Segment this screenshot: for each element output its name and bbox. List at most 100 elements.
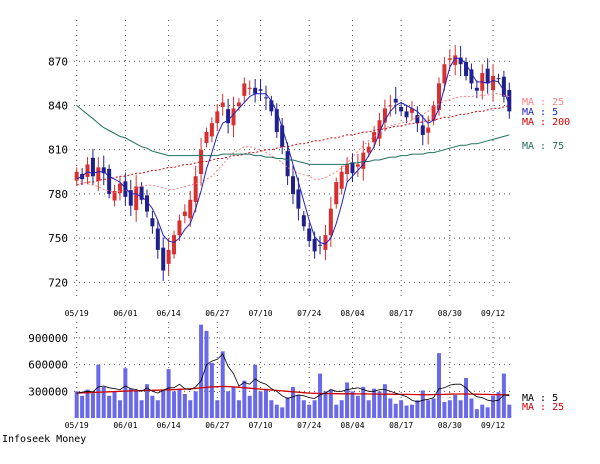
- volume-bar: [355, 395, 360, 418]
- volume-bar: [172, 391, 177, 418]
- candle-body: [447, 58, 452, 60]
- price-x-tick-label: 09/12: [481, 309, 505, 318]
- candle-body: [372, 132, 377, 143]
- volume-bar: [155, 400, 160, 418]
- volume-bar: [253, 364, 258, 418]
- volume-x-tick-label: 08/04: [340, 421, 364, 430]
- price-legend-entry: MA : 75: [522, 141, 564, 152]
- volume-bar: [296, 394, 301, 418]
- candle-body: [355, 164, 360, 167]
- candle-body: [209, 123, 214, 137]
- volume-bar: [328, 389, 333, 418]
- ma75-line: [76, 105, 510, 165]
- candle-body: [172, 235, 177, 255]
- candle-body: [90, 157, 95, 177]
- candle-body: [204, 132, 209, 144]
- candle-body: [280, 125, 285, 147]
- volume-x-tick-label: 08/17: [389, 421, 413, 430]
- volume-bar: [112, 391, 117, 418]
- candle-body: [426, 127, 431, 133]
- candle-body: [350, 162, 355, 174]
- volume-bar: [220, 351, 225, 418]
- candle-body: [182, 211, 187, 216]
- candle-body: [437, 83, 441, 110]
- volume-ma25-line: [76, 385, 510, 396]
- volume-bar: [101, 386, 106, 418]
- price-y-tick-label: 870: [48, 55, 68, 68]
- candle-body: [296, 189, 301, 209]
- volume-bar: [258, 391, 263, 418]
- volume-legend-entry: MA : 25: [522, 402, 564, 413]
- candle-body: [496, 78, 501, 80]
- candle-body: [139, 186, 144, 200]
- volume-bar: [182, 394, 187, 418]
- volume-x-tick-label: 09/12: [481, 421, 505, 430]
- ma200-line: [76, 105, 510, 186]
- volume-bar: [474, 409, 479, 418]
- candle-body: [253, 87, 258, 94]
- volume-bar: [74, 391, 79, 418]
- candle-body: [431, 105, 436, 121]
- candle-body: [491, 76, 496, 90]
- volume-x-tick-label: 08/30: [438, 421, 462, 430]
- candle-body: [74, 171, 79, 181]
- candle-body: [442, 64, 447, 84]
- volume-bar: [318, 373, 323, 418]
- price-x-tick-label: 06/01: [113, 309, 137, 318]
- volume-bar: [447, 400, 452, 418]
- volume-bar: [134, 391, 139, 418]
- price-y-tick-label: 810: [48, 144, 68, 157]
- volume-bar: [409, 404, 414, 418]
- volume-bar: [123, 368, 128, 418]
- volume-bar: [188, 400, 193, 418]
- volume-bar: [242, 380, 247, 418]
- candle-body: [117, 183, 122, 194]
- volume-bar: [420, 390, 425, 418]
- volume-bar: [372, 388, 377, 418]
- candle-body: [458, 57, 463, 65]
- candle-body: [404, 111, 409, 118]
- candle-body: [409, 108, 414, 113]
- candle-body: [388, 105, 393, 107]
- candle-body: [361, 152, 366, 169]
- candle-body: [377, 120, 382, 139]
- candle-body: [161, 247, 166, 271]
- volume-bar: [285, 397, 290, 418]
- price-y-tick-label: 780: [48, 188, 68, 201]
- candle-body: [382, 108, 387, 123]
- volume-bar: [426, 400, 431, 418]
- candle-body: [469, 69, 474, 84]
- candle-body: [242, 83, 247, 96]
- volume-bar: [96, 364, 101, 418]
- volume-bar: [345, 382, 350, 418]
- price-y-tick-label: 720: [48, 276, 68, 289]
- volume-bar: [199, 324, 204, 418]
- volume-bar: [80, 395, 85, 418]
- candle-body: [318, 244, 323, 246]
- candle-body: [307, 228, 312, 242]
- volume-bar: [236, 400, 241, 418]
- volume-y-tick-label: 600000: [28, 359, 68, 372]
- volume-bar: [464, 378, 469, 418]
- volume-x-tick-label: 07/10: [249, 421, 273, 430]
- price-x-tick-label: 06/27: [205, 309, 229, 318]
- volume-bar: [145, 384, 149, 418]
- volume-bar: [117, 400, 122, 418]
- volume-bar: [393, 403, 398, 418]
- candle-body: [274, 109, 279, 132]
- price-y-tick-label: 840: [48, 99, 68, 112]
- volume-bar: [501, 373, 506, 418]
- volume-bar: [139, 400, 144, 418]
- volume-x-tick-label: 05/19: [65, 421, 89, 430]
- candle-body: [128, 190, 133, 206]
- candle-body: [291, 176, 295, 194]
- volume-bar: [388, 398, 393, 418]
- price-legend-entry: MA : 25: [522, 97, 564, 108]
- volume-bar: [480, 404, 485, 418]
- candle-body: [107, 168, 112, 194]
- volume-bar: [291, 386, 295, 418]
- candle-body: [345, 164, 350, 174]
- candle-body: [328, 208, 333, 236]
- volume-bar: [263, 388, 268, 418]
- volume-bar: [399, 400, 404, 418]
